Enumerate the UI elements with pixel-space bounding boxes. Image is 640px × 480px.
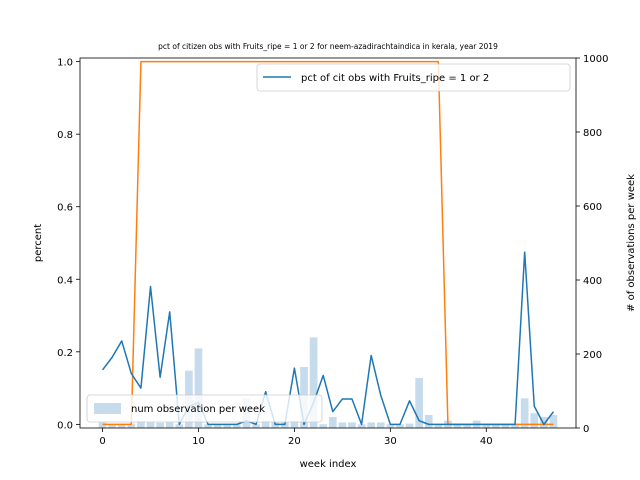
bar (98, 422, 107, 428)
y-right-tick-label: 0 (583, 424, 589, 435)
legend-lower: num observation per week (86, 394, 323, 423)
bar (348, 422, 356, 428)
bar (376, 422, 385, 428)
bar (156, 422, 164, 428)
bar (501, 425, 510, 428)
x-tick-label: 30 (384, 436, 397, 447)
y-right-tick-label: 800 (583, 128, 602, 139)
bar (396, 424, 404, 428)
y-right-tick-label: 1000 (583, 54, 608, 65)
bar (165, 422, 174, 428)
bar (540, 416, 548, 428)
bar (453, 423, 462, 428)
legend-upper-label: pct of cit obs with Fruits_ripe = 1 or 2 (301, 73, 489, 84)
bar (233, 424, 241, 428)
bar (319, 424, 328, 428)
y-axis-right-ticks: 0 200 400 600 800 1000 (576, 54, 608, 435)
bar (271, 422, 280, 428)
plot-frame (79, 57, 577, 429)
bar (213, 424, 222, 428)
bar (338, 422, 347, 428)
bar (252, 424, 260, 428)
bar (463, 424, 471, 428)
y-tick-label: 0.2 (57, 348, 73, 359)
y-axis-label: percent (33, 224, 44, 262)
bar (108, 424, 116, 428)
legend-lower-box (86, 394, 323, 423)
bar (357, 424, 366, 428)
bar (117, 425, 126, 428)
y-tick-label: 1.0 (57, 58, 73, 69)
y-tick-label: 0.6 (57, 203, 73, 214)
bar (405, 423, 414, 428)
y-axis-right-label: # of observations per week (626, 174, 637, 312)
bar (424, 415, 433, 428)
bar (549, 415, 558, 428)
chart-title: pct of citizen obs with Fruits_ripe = 1 … (158, 42, 498, 51)
bar (137, 420, 145, 428)
bar (204, 424, 212, 428)
bar (175, 424, 184, 428)
bar (194, 348, 203, 428)
bar (367, 422, 376, 428)
x-axis-label: week index (300, 459, 357, 470)
x-axis-ticks: 0 10 20 30 40 (99, 428, 493, 447)
y-tick-label: 0.4 (57, 275, 73, 286)
bar (492, 424, 500, 428)
y-right-tick-label: 200 (583, 350, 602, 361)
legend-upper: pct of cit obs with Fruits_ripe = 1 or 2 (256, 63, 571, 92)
bar (261, 420, 270, 428)
bar (127, 423, 136, 428)
bar (434, 425, 443, 428)
bar (309, 337, 318, 428)
bar (223, 424, 232, 428)
x-tick-label: 20 (288, 436, 301, 447)
x-tick-label: 10 (192, 436, 205, 447)
bar (511, 425, 519, 428)
x-tick-label: 0 (99, 436, 105, 447)
bar (520, 398, 529, 428)
bar (328, 416, 337, 428)
y-right-tick-label: 600 (583, 202, 602, 213)
y-tick-label: 0.0 (57, 420, 73, 431)
legend-upper-box (256, 63, 571, 92)
bar (415, 378, 423, 428)
y-axis-ticks: 0.0 0.2 0.4 0.6 0.8 1.0 (57, 58, 80, 431)
y-tick-label: 0.8 (57, 130, 73, 141)
y-right-tick-label: 400 (583, 276, 602, 287)
bar (146, 422, 155, 428)
bar (386, 424, 395, 428)
bar (530, 413, 539, 428)
legend-lower-label: num observation per week (131, 404, 265, 415)
bar (482, 423, 491, 428)
legend-lower-swatch (94, 403, 121, 414)
bar (290, 420, 299, 428)
x-tick-label: 40 (480, 436, 493, 447)
bar (280, 422, 289, 428)
